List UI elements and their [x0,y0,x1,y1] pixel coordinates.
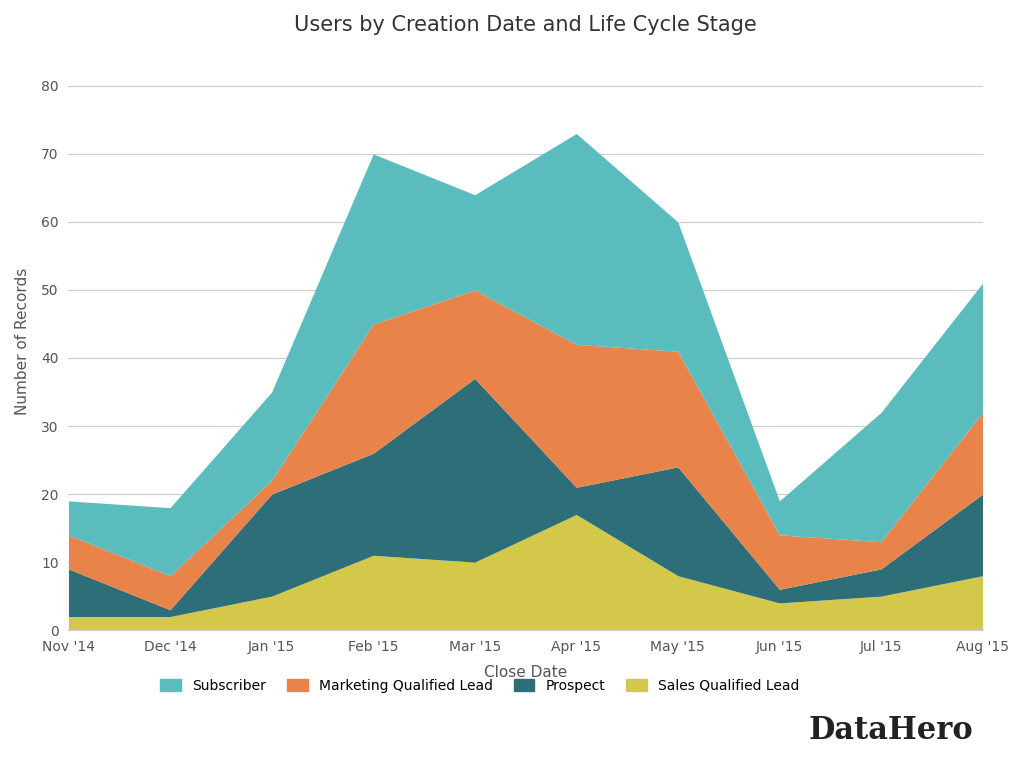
Text: DataHero: DataHero [809,715,973,746]
Legend: Subscriber, Marketing Qualified Lead, Prospect, Sales Qualified Lead: Subscriber, Marketing Qualified Lead, Pr… [155,674,805,698]
Title: Users by Creation Date and Life Cycle Stage: Users by Creation Date and Life Cycle St… [294,15,757,35]
Y-axis label: Number of Records: Number of Records [15,268,30,414]
X-axis label: Close Date: Close Date [484,665,567,680]
